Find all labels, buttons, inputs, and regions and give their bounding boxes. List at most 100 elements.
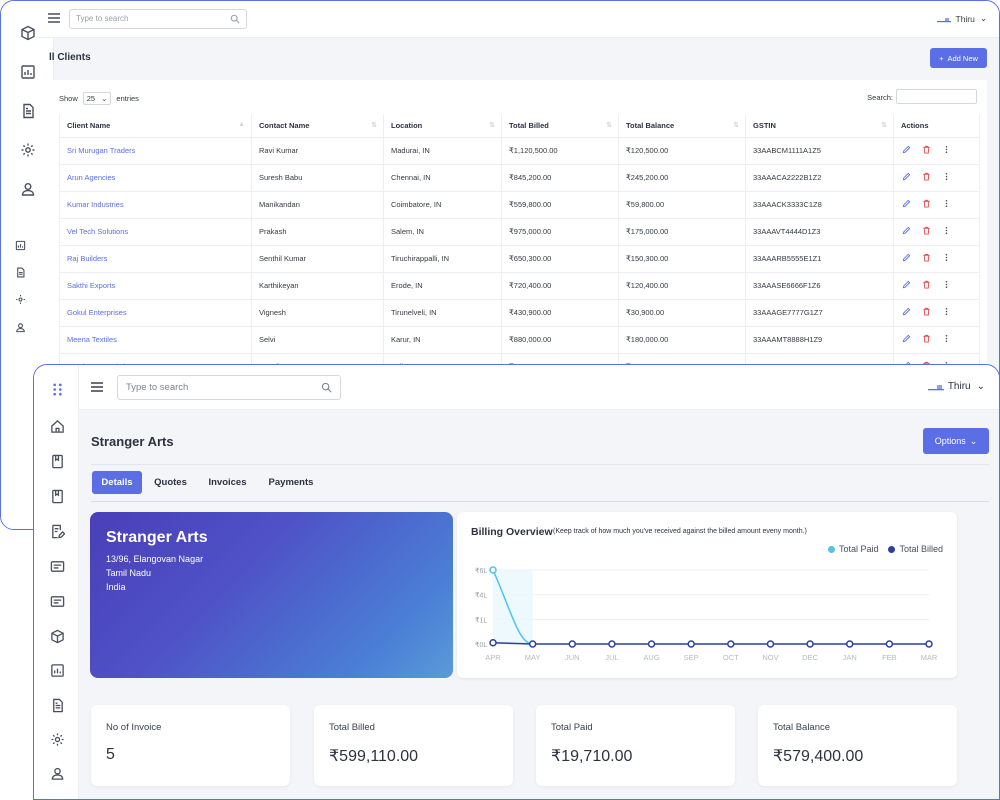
- delete-icon[interactable]: [921, 253, 931, 263]
- chart-icon[interactable]: [47, 660, 67, 680]
- card-icon[interactable]: [47, 591, 67, 611]
- box-icon[interactable]: [47, 626, 67, 646]
- table-row[interactable]: Kumar Industries Manikandan Coimbatore, IN…: [59, 191, 980, 219]
- column-header-gstin[interactable]: GSTIN ⇅: [745, 115, 894, 138]
- search-input[interactable]: Type to search: [69, 9, 247, 29]
- edit-icon[interactable]: [901, 226, 911, 236]
- client-name-cell[interactable]: Meena Textiles: [59, 326, 252, 354]
- table-search-input[interactable]: [896, 89, 977, 104]
- delete-icon[interactable]: [921, 280, 931, 290]
- delete-icon[interactable]: [921, 226, 931, 236]
- book-icon[interactable]: [47, 486, 67, 506]
- edit-icon[interactable]: [901, 253, 911, 263]
- edit-icon[interactable]: [901, 307, 911, 317]
- document-icon[interactable]: [18, 101, 38, 121]
- legend-item-paid[interactable]: Total Paid: [827, 544, 878, 554]
- billed-point[interactable]: [568, 640, 577, 648]
- client-name-cell[interactable]: Sakthi Exports: [59, 272, 252, 300]
- billed-point[interactable]: [766, 640, 775, 648]
- entries-select[interactable]: 25 ⌄: [82, 92, 112, 105]
- more-options-icon[interactable]: [941, 145, 951, 155]
- user-icon[interactable]: [47, 763, 67, 783]
- user-icon[interactable]: [18, 179, 38, 199]
- billed-point[interactable]: [528, 640, 537, 648]
- document-icon[interactable]: [47, 695, 67, 715]
- tab-details[interactable]: Details: [92, 471, 142, 494]
- document-icon[interactable]: [13, 265, 27, 279]
- table-row[interactable]: Sakthi Exports Karthikeyan Erode, IN ₹720,4…: [59, 272, 980, 300]
- client-name-cell[interactable]: Sri Murugan Traders: [59, 137, 252, 165]
- more-options-icon[interactable]: [941, 226, 951, 236]
- gear-icon[interactable]: [47, 729, 67, 749]
- column-label: Client Name: [67, 121, 111, 131]
- table-row[interactable]: Vel Tech Solutions Prakash Salem, IN ₹975,0…: [59, 218, 980, 246]
- edit-icon[interactable]: [901, 334, 911, 344]
- paid-point[interactable]: [489, 566, 497, 574]
- edit-icon[interactable]: [901, 280, 911, 290]
- billed-point[interactable]: [885, 640, 894, 648]
- client-name-cell[interactable]: Arun Agencies: [59, 164, 252, 192]
- more-options-icon[interactable]: [941, 280, 951, 290]
- client-name-cell[interactable]: Raj Builders: [59, 245, 252, 273]
- client-name-cell[interactable]: Kumar Industries: [59, 191, 252, 219]
- table-row[interactable]: Sri Murugan Traders Ravi Kumar Madurai, IN…: [59, 137, 980, 165]
- delete-icon[interactable]: [921, 172, 931, 182]
- user-icon[interactable]: [13, 320, 27, 334]
- options-button[interactable]: Options ⌄: [923, 428, 989, 454]
- menu-icon[interactable]: [47, 11, 61, 25]
- delete-icon[interactable]: [921, 334, 931, 344]
- add-new-button[interactable]: + Add New: [930, 48, 987, 68]
- billed-point[interactable]: [608, 640, 616, 648]
- column-header-location[interactable]: Location ⇅: [383, 115, 502, 138]
- user-menu[interactable]: Thiru ⌄: [936, 13, 987, 24]
- table-row[interactable]: Raj Builders Senthil Kumar Tiruchirappalli…: [59, 245, 980, 273]
- card-icon[interactable]: [47, 556, 67, 576]
- edit-document-icon[interactable]: [47, 521, 67, 541]
- billed-point[interactable]: [647, 640, 656, 648]
- total-balance-cell: ₹150,300.00: [618, 245, 746, 273]
- column-header-client-name[interactable]: Client Name ▲: [59, 115, 252, 138]
- chart-icon[interactable]: [18, 62, 38, 82]
- client-name-cell[interactable]: Vel Tech Solutions: [59, 218, 252, 246]
- more-options-icon[interactable]: [941, 307, 951, 317]
- column-header-contact-name[interactable]: Contact Name ⇅: [251, 115, 384, 138]
- billed-point[interactable]: [925, 640, 933, 648]
- more-options-icon[interactable]: [941, 199, 951, 209]
- apps-grid-icon[interactable]: [47, 379, 67, 399]
- billed-point[interactable]: [845, 640, 854, 648]
- billed-point[interactable]: [806, 640, 814, 648]
- table-row[interactable]: Meena Textiles Selvi Karur, IN ₹880,000.00 ₹…: [59, 326, 980, 354]
- table-row[interactable]: Arun Agencies Suresh Babu Chennai, IN ₹845,…: [59, 164, 980, 192]
- search-input[interactable]: Type to search: [117, 375, 341, 400]
- delete-icon[interactable]: [921, 307, 931, 317]
- delete-icon[interactable]: [921, 199, 931, 209]
- billed-point[interactable]: [727, 640, 735, 648]
- edit-icon[interactable]: [901, 199, 911, 209]
- gear-icon[interactable]: [13, 292, 27, 306]
- chart-icon[interactable]: [13, 238, 27, 252]
- billed-point[interactable]: [687, 640, 695, 648]
- column-header-total-balance[interactable]: Total Balance ⇅: [618, 115, 746, 138]
- client-name-cell[interactable]: Gokul Enterprises: [59, 299, 252, 327]
- edit-icon[interactable]: [901, 145, 911, 155]
- book-icon[interactable]: [47, 451, 67, 471]
- menu-icon[interactable]: [90, 380, 104, 394]
- tab-payments[interactable]: Payments: [268, 477, 314, 488]
- more-options-icon[interactable]: [941, 334, 951, 344]
- billed-point[interactable]: [489, 639, 497, 647]
- more-options-icon[interactable]: [941, 172, 951, 182]
- delete-icon[interactable]: [921, 145, 931, 155]
- edit-icon[interactable]: [901, 172, 911, 182]
- box-icon[interactable]: [18, 23, 38, 43]
- gear-icon[interactable]: [18, 140, 38, 160]
- column-header-total-billed[interactable]: Total Billed ⇅: [501, 115, 619, 138]
- tab-invoices[interactable]: Invoices: [208, 477, 247, 488]
- client-detail-window: Type to search Thiru ⌄ Stranger Arts Opt…: [33, 364, 1000, 800]
- table-row[interactable]: Gokul Enterprises Vignesh Tirunelveli, IN ₹…: [59, 299, 980, 327]
- more-options-icon[interactable]: [941, 253, 951, 263]
- user-menu[interactable]: Thiru ⌄: [927, 381, 985, 392]
- contact-name-cell: Selvi: [251, 326, 384, 354]
- tab-quotes[interactable]: Quotes: [154, 477, 187, 488]
- legend-item-billed[interactable]: Total Billed: [888, 544, 943, 554]
- home-icon[interactable]: [47, 416, 67, 436]
